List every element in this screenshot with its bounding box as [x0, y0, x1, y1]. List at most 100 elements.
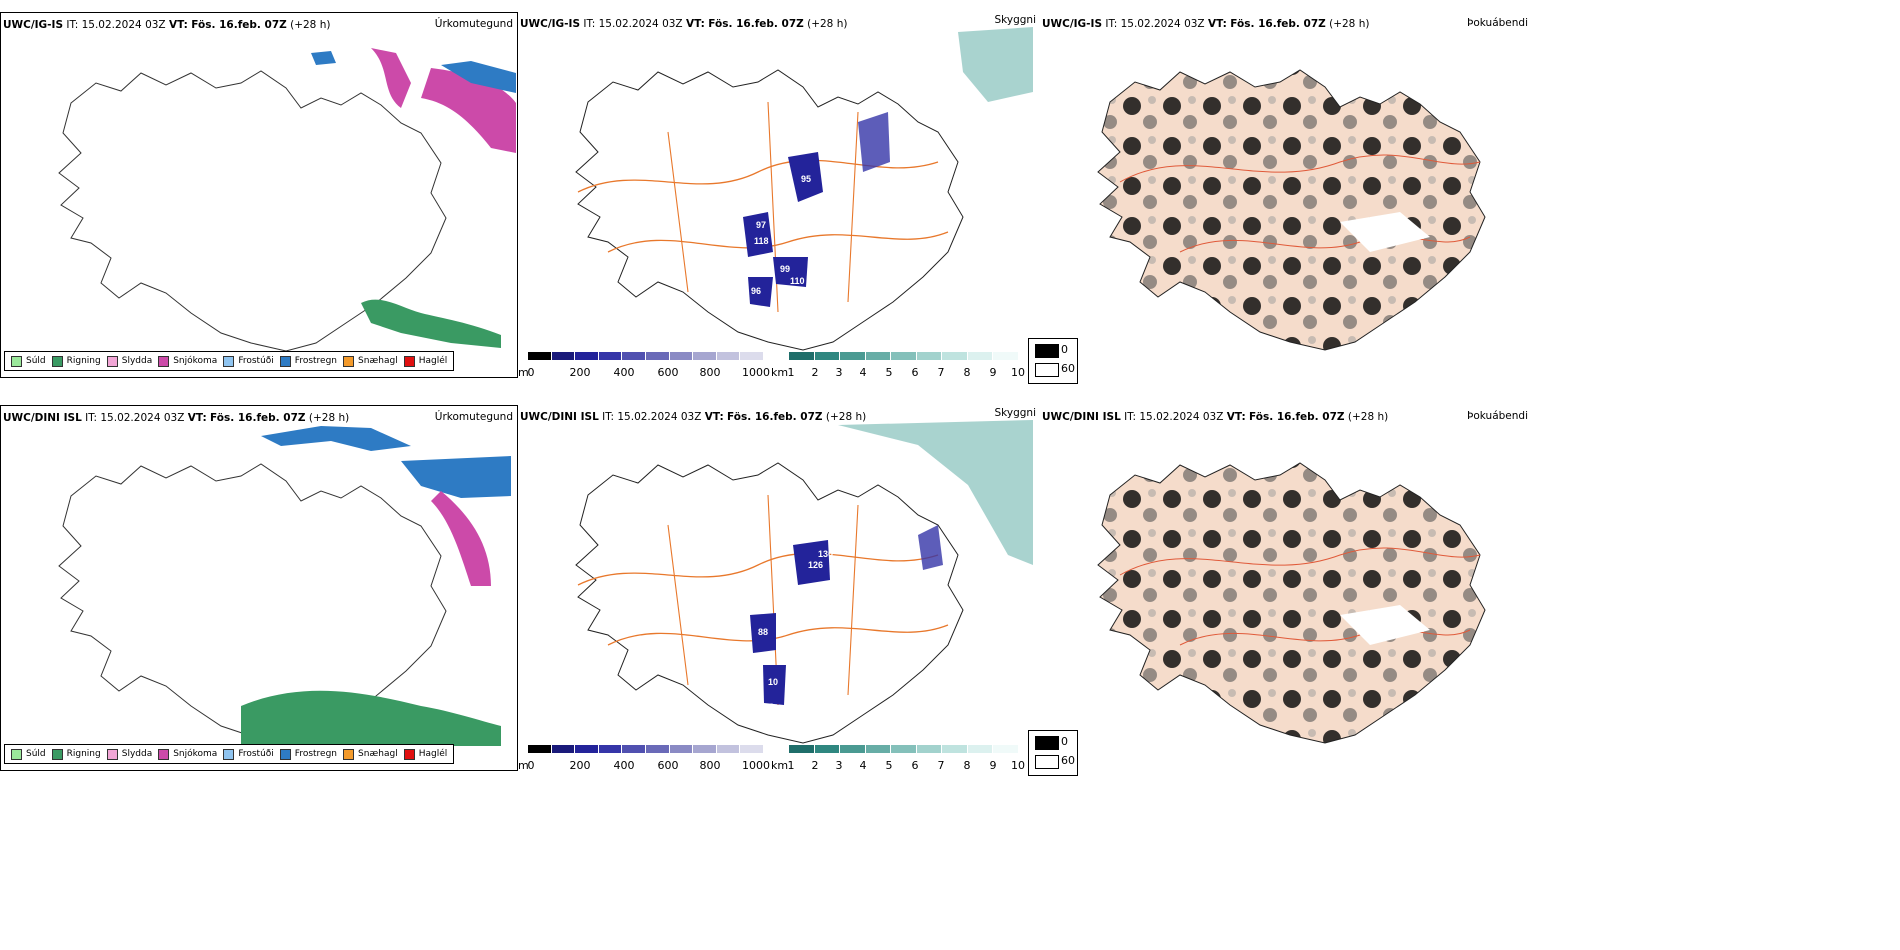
- colorbar-segment: [993, 352, 1018, 360]
- panel-title: Úrkomutegund: [434, 18, 513, 30]
- model-name: UWC/DINI ISL: [520, 411, 599, 423]
- colorbar-segment: [575, 745, 598, 753]
- legend-item: Haglél: [403, 355, 447, 367]
- legend-item: Snæhagl: [343, 355, 398, 367]
- colorbar-unit: m: [518, 366, 529, 379]
- colorbar-segment: [942, 352, 967, 360]
- ceiling-value-label: 290: [906, 88, 921, 98]
- ceiling-panel-row2: UWC/DINI ISL IT: 15.02.2024 03Z VT: Fös.…: [518, 405, 1038, 775]
- colorbar-unit: km: [771, 366, 789, 379]
- legend-item: Frostregn: [279, 355, 337, 367]
- colorbar-segment: [622, 352, 645, 360]
- precip-legend: Súld Rigning Slydda Snjókoma Frostúði Fr…: [4, 351, 455, 371]
- fog-legend-row2: 0 60: [1028, 730, 1078, 776]
- colorbar-unit: m: [518, 759, 529, 772]
- panel-header: UWC/DINI ISL IT: 15.02.2024 03Z VT: Fös.…: [520, 411, 867, 423]
- colorbar-segment: [669, 745, 693, 753]
- visibility-colorbar: km 1 2 3 4 5 6 7 8 9 10: [771, 745, 1036, 773]
- panel-header: UWC/IG-IS IT: 15.02.2024 03Z VT: Fös. 16…: [3, 19, 330, 31]
- issue-time: 15.02.2024 03Z: [81, 19, 166, 31]
- colorbar-segment: [551, 352, 575, 360]
- model-name: UWC/DINI ISL: [1042, 411, 1121, 423]
- colorbar-segment: [740, 352, 763, 360]
- lead-time: (+28 h): [290, 19, 331, 31]
- colorbar-segment: [598, 745, 622, 753]
- ceiling-value-label: 220: [925, 88, 940, 98]
- ceiling-value-label: 99: [780, 264, 790, 274]
- legend-item: Frostúði: [223, 355, 274, 367]
- panel-header: UWC/IG-IS IT: 15.02.2024 03Z VT: Fös. 16…: [1042, 18, 1370, 30]
- legend-item: Súld: [11, 355, 46, 367]
- precip-panel-row2: UWC/DINI ISL IT: 15.02.2024 03Z VT: Fös.…: [0, 405, 518, 771]
- colorbar-segment: [814, 745, 840, 753]
- ceiling-panel-row1: UWC/IG-IS IT: 15.02.2024 03Z VT: Fös. 16…: [518, 12, 1038, 382]
- panel-title: Þokuábendi: [1467, 410, 1528, 422]
- fog-panel-row1: UWC/IG-IS IT: 15.02.2024 03Z VT: Fös. 16…: [1040, 12, 1560, 382]
- fog-legend-row1: 0 60: [1028, 338, 1078, 384]
- legend-item: Súld: [11, 748, 46, 760]
- colorbar-segment: [789, 352, 814, 360]
- ceiling-value-label: 97: [756, 220, 766, 230]
- colorbar-segment: [967, 352, 993, 360]
- precip-legend: Súld Rigning Slydda Snjókoma Frostúði Fr…: [4, 744, 455, 764]
- ceiling-value-label: 118: [754, 236, 769, 246]
- colorbar-segment: [598, 352, 622, 360]
- legend-item: Rigning: [51, 748, 101, 760]
- valid-time: Fös. 16.feb. 07Z: [191, 19, 287, 31]
- panel-header: UWC/DINI ISL IT: 15.02.2024 03Z VT: Fös.…: [3, 412, 350, 424]
- model-name: UWC/IG-IS: [520, 18, 581, 30]
- colorbar-segment: [693, 352, 716, 360]
- vt-label: VT:: [168, 19, 188, 31]
- legend-item: Haglél: [403, 748, 447, 760]
- panel-title: Úrkomutegund: [434, 411, 513, 423]
- colorbar-segment: [528, 745, 551, 753]
- colorbar-segment: [740, 745, 763, 753]
- colorbar-segment: [993, 745, 1018, 753]
- legend-item: Slydda: [106, 355, 152, 367]
- colorbar-segment: [693, 745, 716, 753]
- colorbar-segment: [669, 352, 693, 360]
- colorbar-segment: [716, 745, 740, 753]
- colorbar-segment: [840, 352, 865, 360]
- model-name: UWC/IG-IS: [1042, 18, 1103, 30]
- panel-title: Þokuábendi: [1467, 17, 1528, 29]
- model-name: UWC/IG-IS: [3, 19, 64, 31]
- legend-item: Frostregn: [279, 748, 337, 760]
- ceiling-value-label: 95: [801, 174, 811, 184]
- ceiling-value-label: 110: [790, 276, 805, 286]
- ceiling-value-label: 20: [930, 479, 940, 489]
- colorbar-segment: [551, 745, 575, 753]
- fog-panel-row2: UWC/DINI ISL IT: 15.02.2024 03Z VT: Fös.…: [1040, 405, 1560, 775]
- ceiling-value-label: 96: [751, 286, 761, 296]
- fog-map: [1097, 69, 1486, 351]
- colorbar-segment: [916, 745, 942, 753]
- precip-map: [58, 48, 516, 352]
- legend-item: Snjókoma: [158, 748, 217, 760]
- ceiling-value-label: 88: [758, 627, 768, 637]
- colorbar-segment: [622, 745, 645, 753]
- ceiling-value-label: 32: [764, 702, 774, 712]
- colorbar-segment: [891, 745, 916, 753]
- ceiling-value-label: 100: [889, 455, 904, 465]
- it-label: IT:: [66, 19, 79, 31]
- ceiling-value-label: 126: [808, 560, 823, 570]
- model-name: UWC/DINI ISL: [3, 412, 82, 424]
- colorbar-segment: [646, 745, 669, 753]
- colorbar-segment: [967, 745, 993, 753]
- colorbar-segment: [528, 352, 551, 360]
- legend-item: Snæhagl: [343, 748, 398, 760]
- colorbar-segment: [814, 352, 840, 360]
- fog-map: [1097, 462, 1486, 744]
- colorbar-unit: km: [771, 759, 789, 772]
- colorbar-segment: [865, 352, 891, 360]
- ceiling-colorbar: m 0 200 400 600 800 1000: [518, 745, 770, 773]
- colorbar-segment: [916, 352, 942, 360]
- legend-item: Frostúði: [223, 748, 274, 760]
- colorbar-segment: [575, 352, 598, 360]
- colorbar-segment: [942, 745, 967, 753]
- panel-title: Skyggni: [994, 14, 1037, 26]
- panel-header: UWC/IG-IS IT: 15.02.2024 03Z VT: Fös. 16…: [520, 18, 848, 30]
